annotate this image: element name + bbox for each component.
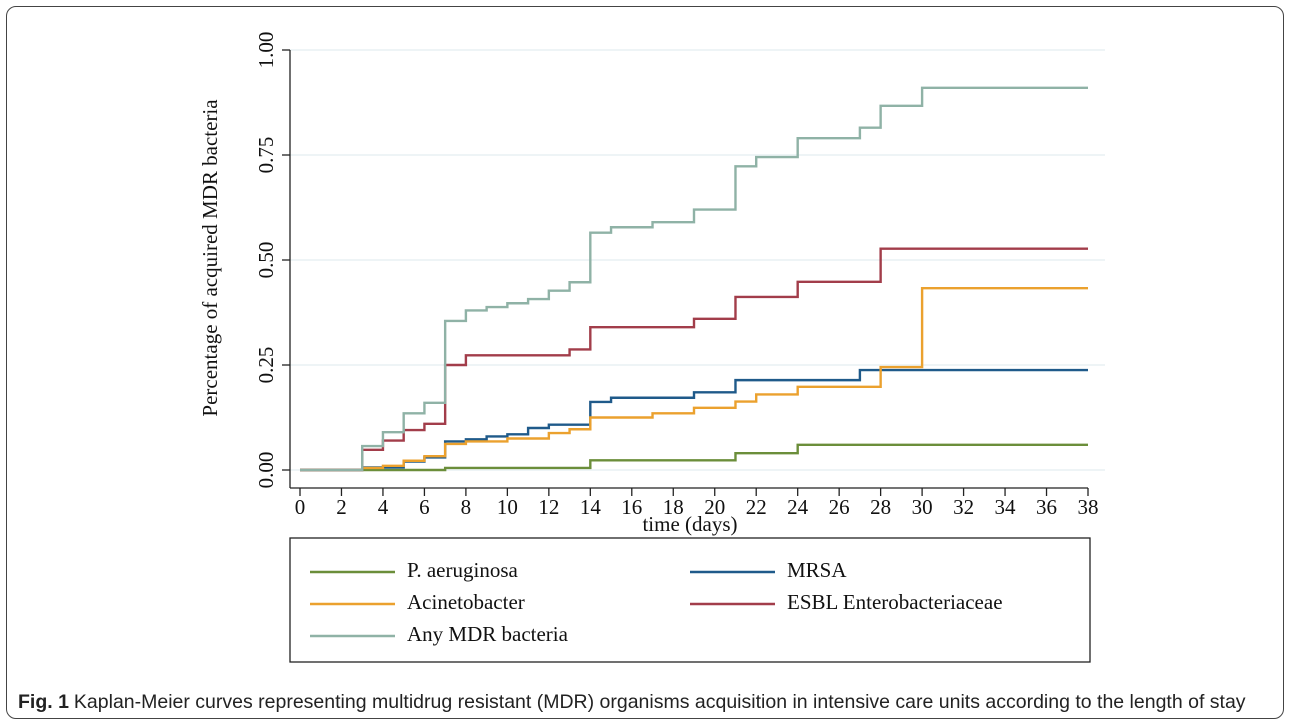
- chart: time (days) Percentage of acquired MDR b…: [198, 32, 1105, 663]
- x-tick-label: 22: [746, 495, 767, 519]
- caption: Fig. 1 Kaplan-Meier curves representing m…: [18, 691, 1246, 714]
- x-tick-label: 18: [663, 495, 684, 519]
- x-tick-label: 8: [461, 495, 472, 519]
- x-tick-label: 38: [1078, 495, 1099, 519]
- y-tick-label: 0.00: [254, 452, 278, 489]
- legend-box: [289, 537, 1091, 663]
- legend-label: Acinetobacter: [407, 590, 525, 614]
- x-axis-label: time (days): [642, 512, 737, 536]
- x-tick-label: 2: [336, 495, 347, 519]
- km-curve: [300, 247, 1088, 472]
- y-tick-label: 0.25: [254, 347, 278, 384]
- legend-label: ESBL Enterobacteriaceae: [787, 590, 1003, 614]
- km-curve: [300, 368, 1088, 472]
- x-tick-label: 6: [419, 495, 430, 519]
- x-tick-label: 16: [621, 495, 642, 519]
- x-tick-label: 24: [787, 495, 809, 519]
- km-curve: [300, 86, 1088, 472]
- x-tick-label: 4: [378, 495, 389, 519]
- km-curve: [300, 286, 1088, 472]
- x-tick-label: 36: [1036, 495, 1057, 519]
- legend-label: Any MDR bacteria: [407, 622, 569, 646]
- legend-label: P. aeruginosa: [407, 558, 518, 582]
- y-axis-label: Percentage of acquired MDR bacteria: [198, 99, 222, 417]
- km-curve: [300, 443, 1088, 472]
- caption-text: Kaplan-Meier curves representing multidr…: [73, 691, 1246, 713]
- x-tick-label: 30: [912, 495, 933, 519]
- x-tick-label: 28: [870, 495, 891, 519]
- caption-label: Fig. 1: [18, 691, 69, 713]
- x-tick-label: 14: [580, 495, 602, 519]
- legend-label: MRSA: [787, 558, 847, 582]
- y-tick-label: 0.50: [254, 242, 278, 279]
- y-tick-label: 1.00: [254, 32, 278, 69]
- x-tick-label: 10: [497, 495, 518, 519]
- x-tick-label: 26: [829, 495, 850, 519]
- x-tick-label: 0: [295, 495, 306, 519]
- figure-frame: [6, 6, 1284, 719]
- x-tick-label: 20: [704, 495, 725, 519]
- x-tick-label: 32: [953, 495, 974, 519]
- x-tick-label: 34: [995, 495, 1017, 519]
- y-tick-label: 0.75: [254, 137, 278, 174]
- x-tick-label: 12: [538, 495, 559, 519]
